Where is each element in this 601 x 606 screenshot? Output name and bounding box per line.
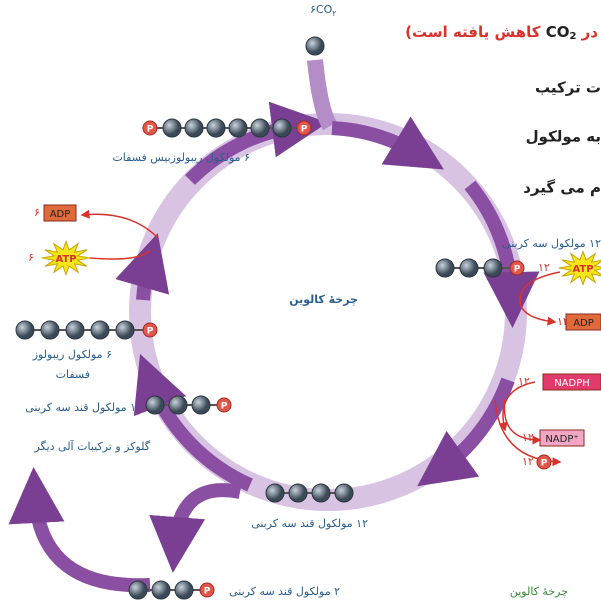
label: ۶ مولکول ریبولوز <box>32 348 112 361</box>
phosphate-label: P <box>301 125 308 135</box>
carbon-ball <box>16 321 34 339</box>
body: در CO2 کاهش یافته است) ت ترکیب به مولکول… <box>0 0 601 606</box>
caption: چرخهٔ کالوین <box>510 585 568 598</box>
carbon-ball <box>192 396 210 414</box>
carbon-ball <box>289 484 307 502</box>
intro-line: ت ترکیب <box>535 79 601 97</box>
carbon-ball <box>116 321 134 339</box>
co2-label: ۶CO۲ <box>310 3 337 18</box>
co2-sub: ۲ <box>332 9 336 18</box>
intro-co: CO <box>546 23 570 41</box>
carbon-ball <box>312 484 330 502</box>
carbon-ball <box>251 119 269 137</box>
carbon-ball <box>169 396 187 414</box>
product-arrow <box>35 495 150 585</box>
molecule-label: ADP <box>573 318 594 329</box>
carbon-ball <box>152 581 170 599</box>
co2-stem <box>315 60 330 126</box>
count: ۱۲ <box>522 455 534 468</box>
carbon-ball <box>266 484 284 502</box>
count: ۶ <box>28 251 34 264</box>
intro-line: در CO2 کاهش یافته است) <box>405 23 598 45</box>
carbon-ball <box>175 581 193 599</box>
cycle-shapes <box>35 60 560 585</box>
phosphate-label: P <box>221 402 228 412</box>
carbon-ball <box>460 259 478 277</box>
phosphate-label: P <box>147 125 154 135</box>
molecule-label: ADP <box>50 209 71 220</box>
label: ۱۲ مولکول قند سه کربنی <box>251 517 368 530</box>
page: {"intro": {"line1_red_a": "در", "line1_c… <box>0 0 601 606</box>
molecule-label: ATP <box>55 254 76 265</box>
cycle-arrow <box>143 260 150 300</box>
carbon-ball <box>484 259 502 277</box>
carbon-ball <box>436 259 454 277</box>
label: چرخهٔ کالوین <box>289 293 358 306</box>
carbon-ball <box>66 321 84 339</box>
molecule-label: NADP⁺ <box>545 434 578 445</box>
co2-text: ۶CO <box>310 3 333 16</box>
carbon-ball <box>306 37 324 55</box>
carbon-ball <box>207 119 225 137</box>
diagram: در CO2 کاهش یافته است) ت ترکیب به مولکول… <box>0 0 601 606</box>
label: فسفات <box>56 368 90 381</box>
carbon-ball <box>163 119 181 137</box>
intro-red: کاهش یافته است) <box>405 23 541 41</box>
label: گلوکز و ترکیبات آلی دیگر <box>33 439 150 453</box>
intro-red: در <box>581 23 599 41</box>
carbon-ball <box>41 321 59 339</box>
phosphate-label: P <box>514 265 521 275</box>
branch-arrow <box>175 490 240 545</box>
phosphate-label: P <box>147 327 154 337</box>
phosphate-label: P <box>204 587 211 597</box>
label: ۶ مولکول ریبولوزبیس فسفات <box>112 151 250 164</box>
molecule-label: ATP <box>572 264 593 275</box>
label: ۱۲ مولکول سه کربنی <box>502 237 601 250</box>
count: ۱۲ <box>522 431 534 444</box>
carbon-ball <box>335 484 353 502</box>
count: ۱۲ <box>518 375 530 388</box>
carbon-ball <box>129 581 147 599</box>
intro-line: به مولکول <box>526 128 601 146</box>
count: ۶ <box>34 206 40 219</box>
carbon-ball <box>185 119 203 137</box>
label: ۱۰ مولکول قند سه کربنی <box>25 401 142 414</box>
carbon-ball <box>273 119 291 137</box>
carbon-ball <box>229 119 247 137</box>
count: ۱۲ <box>538 261 550 274</box>
carbon-ball <box>91 321 109 339</box>
phosphate-label: P <box>541 459 548 469</box>
intro-line: م می گیرد <box>523 179 601 197</box>
label: ۲ مولکول قند سه کربنی <box>229 585 340 598</box>
molecule-label: NADPH <box>554 378 590 389</box>
carbon-ball <box>146 396 164 414</box>
intro-sub: 2 <box>569 31 576 42</box>
